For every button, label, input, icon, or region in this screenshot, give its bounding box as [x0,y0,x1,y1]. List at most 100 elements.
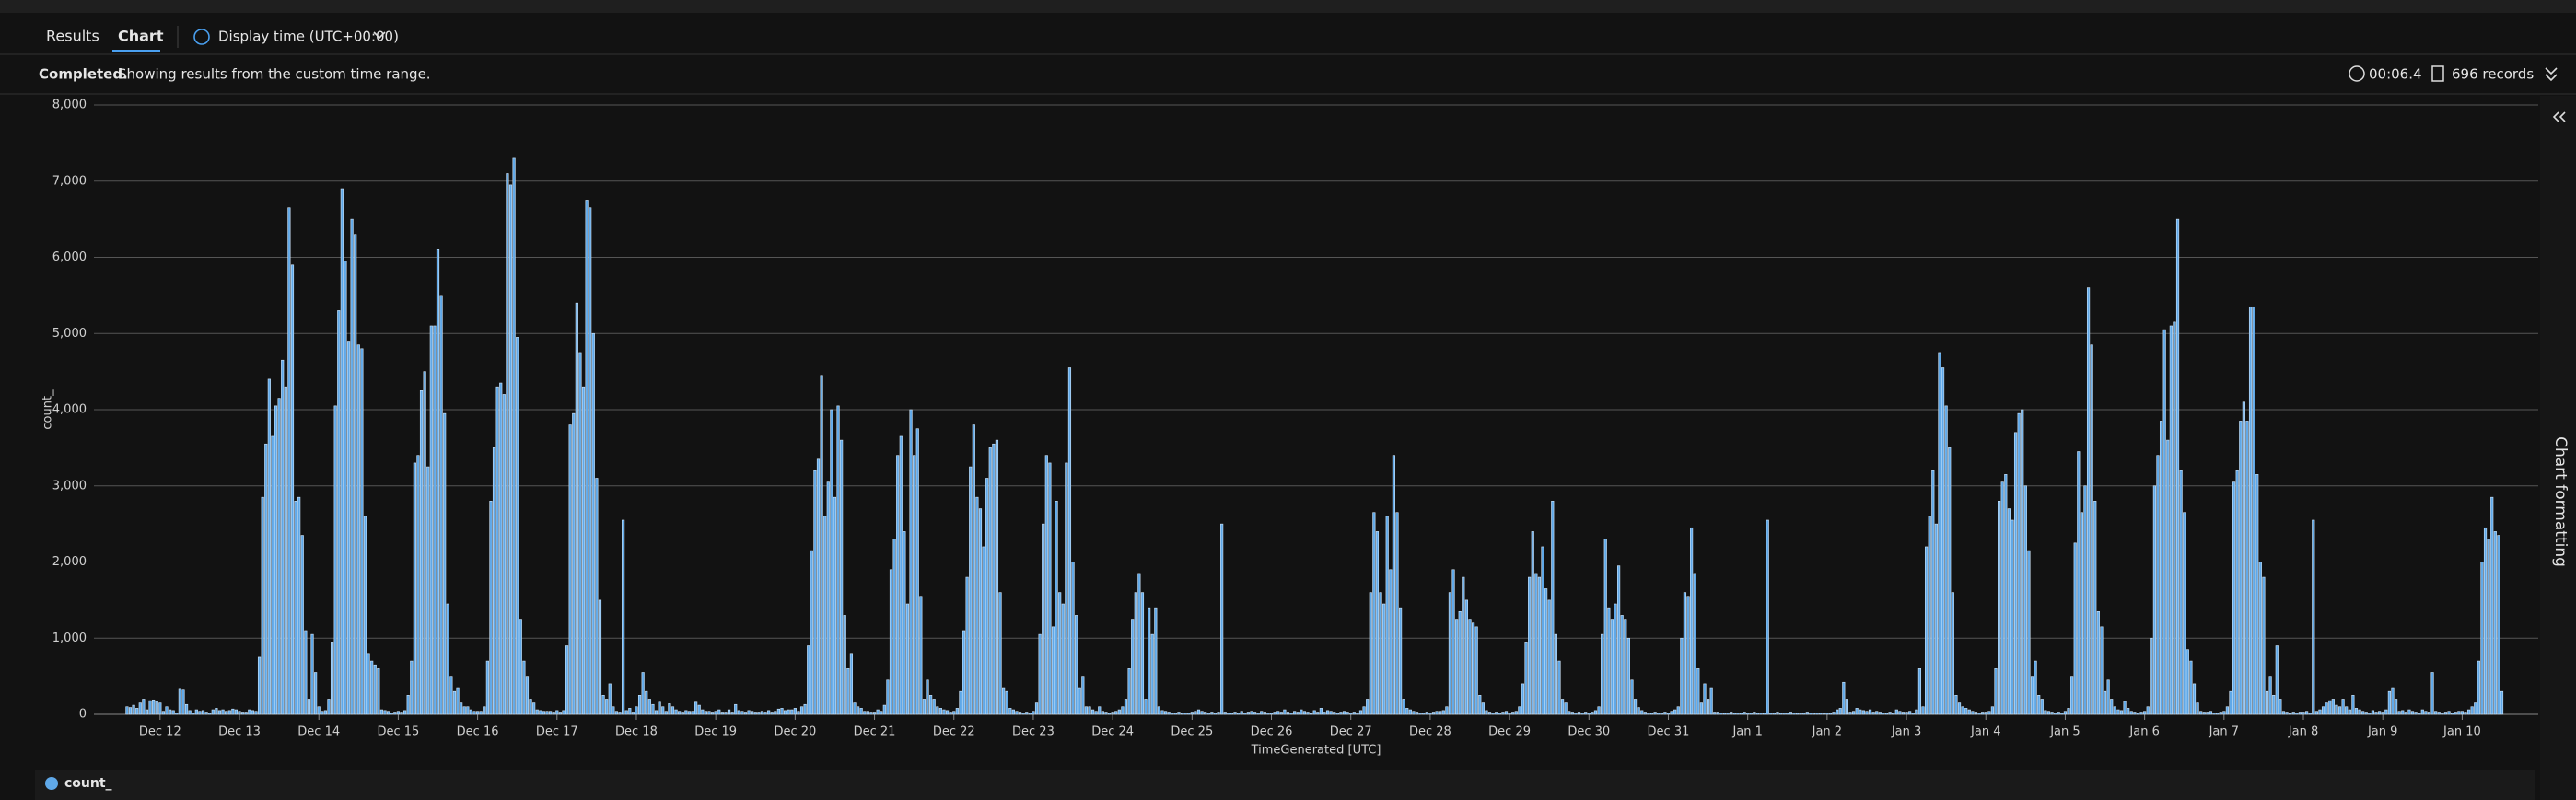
bar [932,699,936,715]
bar [1196,709,1201,715]
bar [539,710,542,715]
bar [1302,711,1307,715]
tab-chart[interactable]: Chart [118,28,164,45]
bar [1111,712,1114,715]
bar [1871,712,1875,715]
bar [2477,660,2480,715]
bar [2030,676,2034,715]
bar [903,531,906,715]
bar [452,690,457,715]
bar [1038,633,1042,715]
y-tick-label: 0 [79,708,87,722]
bar [2314,711,2318,715]
bar [1709,687,1713,715]
bar [2199,711,2203,715]
bar [2361,711,2365,715]
bar [2497,535,2500,715]
bar [2424,711,2428,715]
bar [416,455,420,715]
display-time[interactable]: Display time (UTC+00:00) [218,29,399,45]
bar [1233,712,1237,715]
bar [645,690,648,715]
tab-results[interactable]: Results [46,28,99,45]
bar [1346,712,1349,715]
collapse-icon[interactable] [2545,67,2558,82]
bar [1058,592,1062,715]
bar [612,706,615,715]
bar [1739,713,1743,715]
bar [2289,713,2292,715]
bar [281,359,285,715]
bar [393,712,397,715]
bar [2011,519,2014,715]
bar [1032,711,1035,715]
bar [1601,633,1604,715]
bar [2262,576,2266,715]
bar [833,496,837,715]
bar [1190,712,1194,715]
bar [1591,712,1594,715]
bar [267,378,271,715]
bar [535,709,539,715]
bar [198,711,202,715]
bar [1395,512,1399,715]
bar [1422,713,1426,715]
bar [1266,713,1270,715]
bar [886,679,890,715]
dropdown-chevron [373,31,386,40]
bar [1851,711,1856,715]
bar [922,699,927,715]
records-icon [2431,65,2444,82]
bar [2152,485,2156,715]
bar [717,709,721,715]
bar [1296,712,1300,715]
bar [215,708,218,715]
bar [1137,573,1141,715]
bar [277,398,281,715]
bar [360,348,364,715]
bar [1984,712,1987,715]
bar [2328,700,2332,715]
bar [790,709,794,715]
bar [618,712,622,715]
bar [2418,713,2421,715]
bar [661,706,665,715]
bar [1256,713,1260,715]
x-tick-label: Dec 17 [536,725,578,739]
bar [545,711,549,715]
side-panel[interactable] [2540,96,2576,800]
bar [799,706,804,715]
bar [1491,713,1495,715]
x-tick-label: Dec 23 [1012,725,1055,739]
x-tick-label: Dec 12 [139,725,181,739]
side-panel-label[interactable]: Chart formatting [2551,436,2570,567]
bar [601,695,605,715]
bar [2057,712,2060,715]
bar [2037,695,2041,715]
expand-icon[interactable] [2552,111,2566,122]
bar [1875,711,1879,715]
bar [483,706,486,715]
bar [1177,712,1181,715]
x-tick-label: Dec 25 [1171,725,1213,739]
bar [1312,710,1316,715]
bar [558,712,562,715]
bar [1928,516,1931,715]
bar [1250,711,1253,715]
bar [2189,660,2193,715]
y-tick-label: 5,000 [52,327,87,341]
bar [1462,576,1465,715]
bar [145,709,149,715]
bar [2219,712,2222,715]
legend-bar [35,770,2535,800]
bar [1279,712,1283,715]
bar [1011,709,1015,715]
bar [495,386,499,715]
bar [462,706,466,715]
bar [333,405,337,715]
bar [2308,713,2312,715]
bar [1333,712,1336,715]
bar [2404,712,2407,715]
bar [1405,708,1409,715]
bar [1061,603,1065,715]
